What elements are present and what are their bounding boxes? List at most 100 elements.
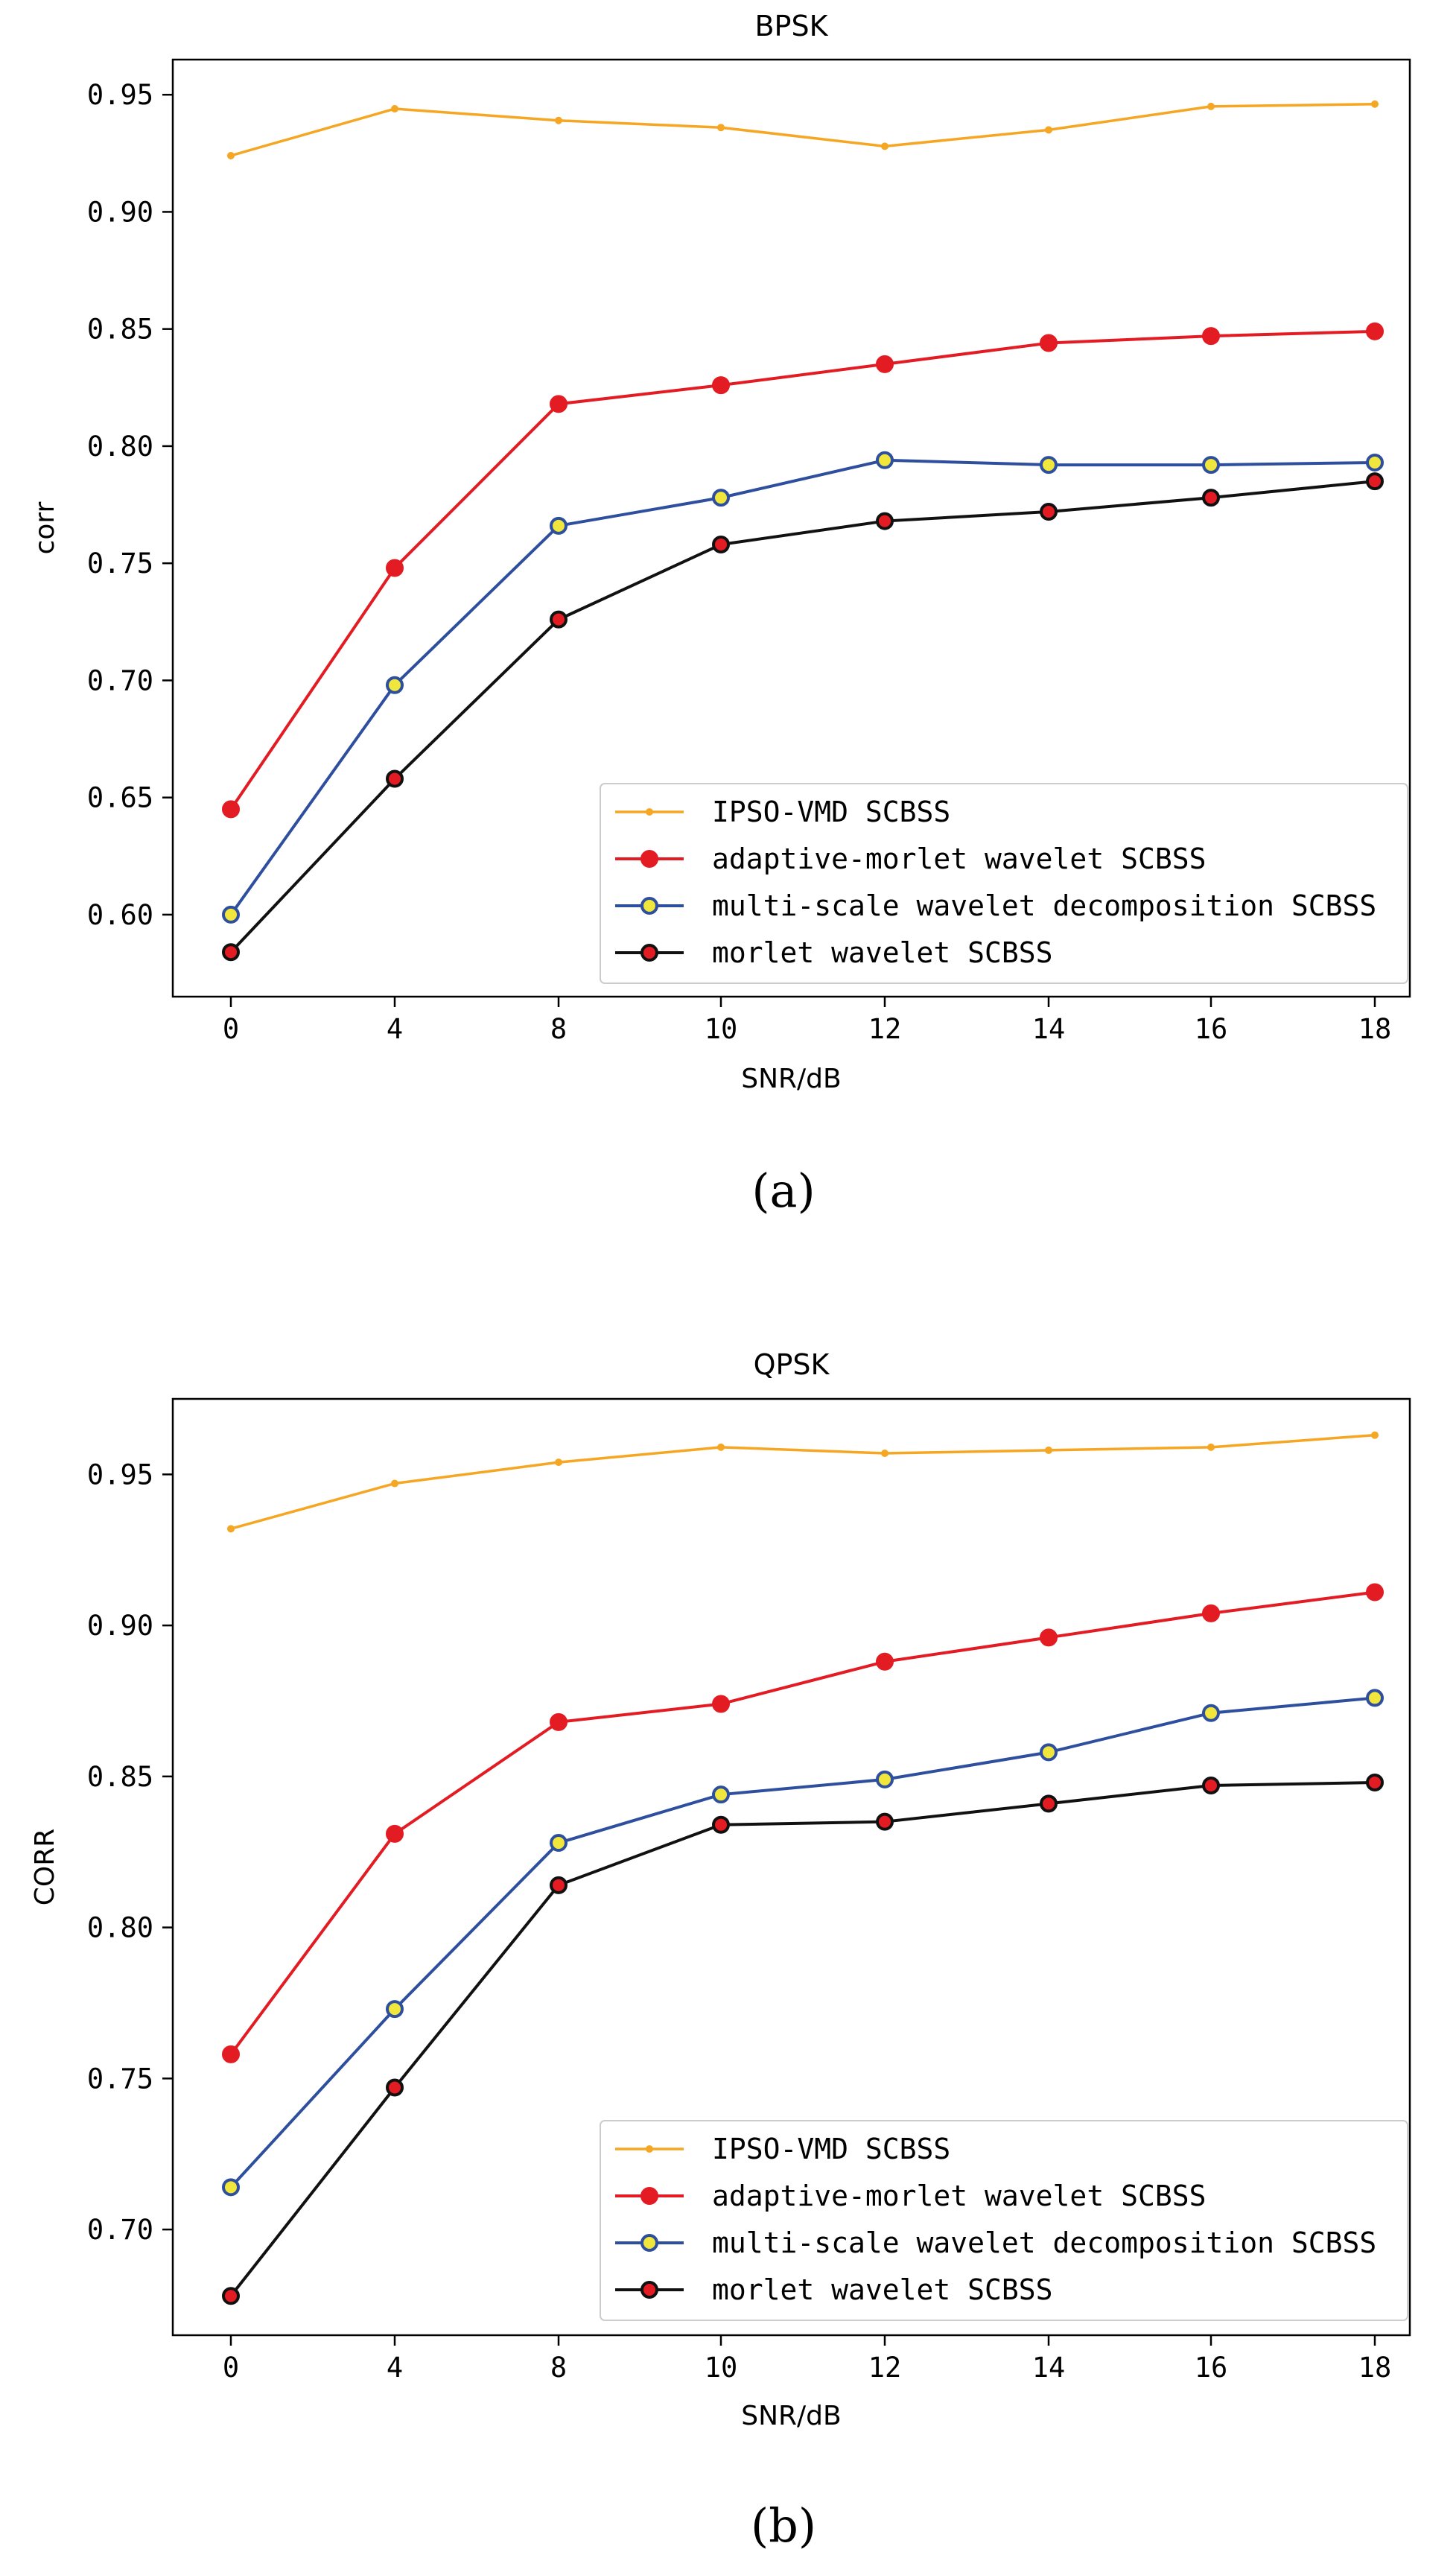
x-tick-label: 10 [705, 2352, 738, 2384]
data-point [876, 1770, 894, 1788]
data-point [876, 1652, 894, 1671]
x-tick-label: 12 [868, 1013, 902, 1045]
data-point [550, 1712, 568, 1731]
data-point [1202, 1604, 1220, 1622]
x-tick-label: 8 [550, 1013, 567, 1045]
x-tick-label: 18 [1358, 2352, 1392, 2384]
series-line [229, 1590, 1376, 2056]
data-point [876, 512, 894, 530]
y-tick-label: 0.95 [87, 79, 153, 111]
legend-label: IPSO-VMD SCBSS [712, 2133, 950, 2165]
plot-frame [171, 58, 1411, 998]
series-line [229, 480, 1376, 953]
x-axis-label: SNR/dB [741, 2401, 841, 2431]
data-point [881, 1449, 888, 1457]
data-point [876, 1812, 894, 1831]
y-axis-label: CORR [30, 1829, 60, 1906]
y-tick-label: 0.60 [87, 899, 153, 931]
x-tick-label: 14 [1032, 1013, 1066, 1045]
figure-caption: (b) [751, 2498, 816, 2549]
data-point [550, 516, 568, 535]
series-2 [222, 1689, 1384, 2197]
legend-box [600, 783, 1408, 984]
y-tick-label: 0.65 [87, 782, 153, 814]
bpsk-chart: BPSK 0 4 8 10 12 14 16 18 0.60 0.65 0.70 0.75 0.80 0.8… [30, 10, 1411, 1218]
data-point [555, 1458, 562, 1467]
data-point [386, 2078, 404, 2097]
legend-box [600, 2120, 1408, 2321]
data-point [1040, 334, 1058, 352]
data-point [876, 451, 894, 469]
data-point [1366, 1583, 1384, 1602]
legend-label: adaptive-morlet wavelet SCBSS [712, 2180, 1206, 2212]
y-tick-label: 0.80 [87, 431, 153, 463]
data-point [550, 1834, 568, 1853]
data-point [712, 376, 730, 395]
legend-marker [640, 2234, 658, 2252]
data-point [1202, 456, 1220, 474]
data-point [712, 489, 730, 507]
data-point [227, 1525, 235, 1533]
data-point [555, 116, 562, 124]
data-point [712, 1785, 730, 1804]
y-tick-label: 0.85 [87, 1761, 153, 1793]
y-tick-label: 0.75 [87, 2063, 153, 2095]
data-point [391, 105, 398, 113]
data-point [222, 943, 240, 962]
data-point [222, 2287, 240, 2305]
series-2 [222, 451, 1384, 924]
data-point [1202, 1704, 1220, 1722]
legend-label: adaptive-morlet wavelet SCBSS [712, 842, 1206, 875]
data-point [1040, 1743, 1058, 1762]
legend-marker [640, 850, 658, 868]
data-point [1202, 1777, 1220, 1795]
x-tick-label: 12 [868, 2352, 902, 2384]
y-tick-label: 0.75 [87, 547, 153, 580]
data-point [1040, 502, 1058, 521]
series-1 [222, 322, 1384, 819]
data-point [550, 610, 568, 629]
data-point [712, 1695, 730, 1713]
y-tick-label: 0.70 [87, 2214, 153, 2246]
data-point [1366, 472, 1384, 491]
legend-label: IPSO-VMD SCBSS [712, 796, 950, 828]
x-tick-label: 0 [223, 2352, 239, 2384]
data-point [1040, 1794, 1058, 1813]
data-point [550, 395, 568, 413]
data-point [1040, 1628, 1058, 1647]
data-point [1366, 1773, 1384, 1791]
data-point [222, 2178, 240, 2197]
series-1 [222, 1583, 1384, 2063]
qpsk-chart: QPSK 0 4 8 10 12 14 16 18 0.70 0.75 0.80 0.85 0.90 0.9… [30, 1348, 1411, 2549]
data-point [1202, 489, 1220, 507]
data-point [227, 151, 235, 159]
x-tick-label: 14 [1032, 2352, 1066, 2384]
series-line [230, 1433, 1376, 1531]
data-point [712, 1815, 730, 1834]
data-point [386, 2000, 404, 2019]
series-line [229, 458, 1376, 916]
series-line [229, 1780, 1376, 2297]
data-point [1366, 1689, 1384, 1707]
legend-label: morlet wavelet SCBSS [712, 2273, 1053, 2306]
data-point [717, 124, 725, 132]
data-point [1207, 102, 1215, 110]
legend-label: morlet wavelet SCBSS [712, 936, 1053, 969]
series-line [229, 1696, 1376, 2188]
x-tick-label: 18 [1358, 1013, 1392, 1045]
data-point [386, 559, 404, 577]
data-point [1371, 100, 1379, 108]
data-point [222, 2045, 240, 2063]
series-3 [222, 1773, 1384, 2305]
y-tick-label: 0.90 [87, 1610, 153, 1642]
x-tick-label: 10 [705, 1013, 738, 1045]
y-tick-label: 0.80 [87, 1912, 153, 1944]
figure-caption: (a) [751, 1164, 815, 1218]
data-point [386, 676, 404, 694]
data-point [1045, 1446, 1052, 1454]
legend-label: multi-scale wavelet decomposition SCBSS [712, 889, 1376, 922]
data-point [881, 142, 888, 150]
data-point [712, 536, 730, 554]
data-point [391, 1479, 398, 1488]
